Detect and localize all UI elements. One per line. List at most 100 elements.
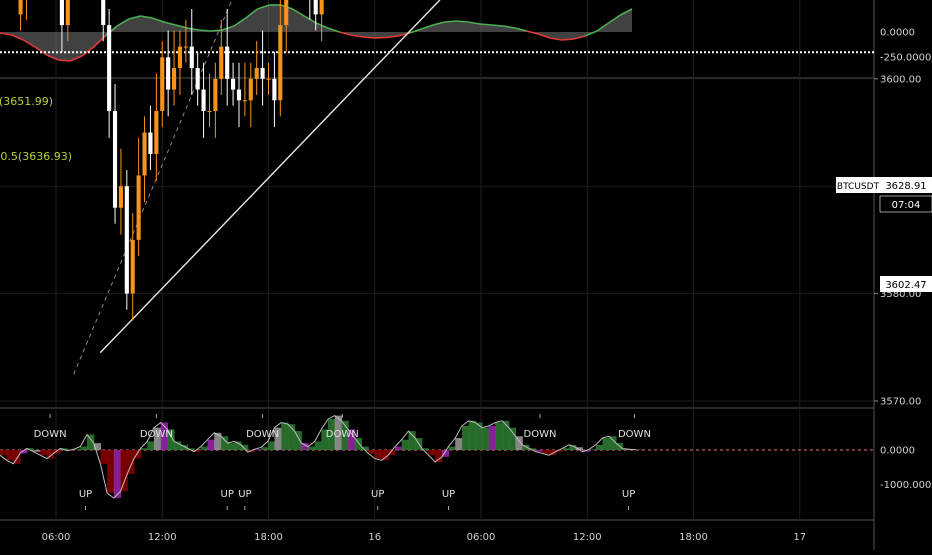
candle-body <box>160 57 164 111</box>
candle-body <box>137 175 141 239</box>
osc-bar <box>469 421 476 450</box>
candle-body <box>284 0 288 25</box>
fib-label-382: 0.382(3651.99) <box>0 95 53 108</box>
top-indicator-segment <box>480 24 492 25</box>
candle-body <box>113 111 117 208</box>
x-tick-label: 12:00 <box>148 532 177 543</box>
candle-body <box>125 186 129 293</box>
price-pane[interactable] <box>0 0 874 374</box>
signal-up-label: UP <box>238 489 251 500</box>
candle-body <box>202 90 206 111</box>
signal-down-label: DOWN <box>524 429 557 440</box>
candle-body <box>243 100 247 101</box>
candle-body <box>66 0 70 25</box>
candle-body <box>266 79 270 80</box>
osc-bar <box>74 449 81 450</box>
candle-body <box>196 68 200 89</box>
signal-up-label: UP <box>79 489 92 500</box>
top-y-tick-label: -250.0000 <box>880 53 931 64</box>
candle-body <box>213 79 217 111</box>
osc-bar <box>375 450 382 459</box>
top-indicator-segment <box>375 38 387 39</box>
candle-body <box>261 68 265 79</box>
x-tick-label: 18:00 <box>254 532 283 543</box>
osc-bar <box>147 441 154 450</box>
signal-down-label: DOWN <box>34 429 67 440</box>
x-tick-label: 17 <box>793 532 806 543</box>
osc-bar <box>455 438 462 450</box>
countdown-tag: 07:04 <box>892 200 921 211</box>
top-indicator-segment <box>363 37 375 38</box>
candle-body <box>107 25 111 111</box>
last-price-tag: 3628.91 <box>885 181 926 192</box>
y-tick-label: 3600.00 <box>880 74 921 85</box>
top-indicator-segment <box>59 60 71 61</box>
osc-bar <box>100 450 107 464</box>
osc-bar <box>402 440 409 450</box>
osc-bar <box>482 428 489 450</box>
osc-bar <box>596 445 603 450</box>
top-indicator-segment <box>562 39 574 40</box>
osc-bar <box>121 450 128 491</box>
dotted-level-tag: 3602.47 <box>885 280 926 291</box>
top-y-tick-label: 0.0000 <box>880 28 915 39</box>
x-tick-label: 06:00 <box>42 532 71 543</box>
candle-body <box>148 133 152 154</box>
osc-bar <box>475 423 482 451</box>
signal-down-label: DOWN <box>326 429 359 440</box>
candle-body <box>178 47 182 68</box>
signal-up-label: UP <box>221 489 234 500</box>
candle-body <box>19 0 23 14</box>
osc-bar <box>603 438 610 450</box>
candle-body <box>60 0 64 25</box>
signal-down-label: DOWN <box>140 429 173 440</box>
osc-bar <box>509 428 516 450</box>
candle-body <box>320 0 324 14</box>
signal-up-label: UP <box>622 489 635 500</box>
osc-line <box>0 416 636 499</box>
osc-bar <box>208 440 215 450</box>
osc-bar <box>428 450 435 455</box>
candle-body <box>131 240 135 294</box>
candle-body <box>101 0 105 25</box>
y-tick-label: 3570.00 <box>880 397 921 408</box>
candle-body <box>172 68 176 89</box>
osc-bar <box>281 423 288 451</box>
top-indicator-segment <box>445 21 457 22</box>
osc-y-tick-label: 0.0000 <box>880 446 915 457</box>
candle-body <box>207 111 211 112</box>
signal-up-label: UP <box>371 489 384 500</box>
osc-bar <box>589 449 596 450</box>
osc-bar <box>261 447 268 450</box>
candle-body <box>154 111 158 154</box>
signal-up-label: UP <box>442 489 455 500</box>
fib-label-05: 0.5(3636.93) <box>0 150 72 163</box>
osc-bar <box>315 441 322 450</box>
signal-down-label: DOWN <box>618 429 651 440</box>
osc-bar <box>462 426 469 450</box>
candle-body <box>219 47 223 79</box>
signal-down-label: DOWN <box>246 429 279 440</box>
candle-body <box>119 186 123 207</box>
osc-bar <box>33 450 40 452</box>
top-indicator-segment <box>456 21 468 22</box>
x-tick-label: 18:00 <box>679 532 708 543</box>
top-indicator-segment <box>492 25 504 26</box>
symbol-tag: BTCUSDT <box>837 182 880 192</box>
osc-bar <box>495 423 502 451</box>
candle-body <box>225 47 229 79</box>
osc-bar <box>80 447 87 450</box>
osc-bar <box>368 450 375 453</box>
candle-body <box>237 90 241 101</box>
osc-bar <box>408 431 415 450</box>
osc-bar <box>395 447 402 450</box>
osc-bar <box>228 443 235 450</box>
osc-bar <box>40 450 47 455</box>
candle-body <box>249 79 253 100</box>
dashed-channel-line <box>74 0 458 374</box>
candle-body <box>231 79 235 90</box>
osc-bar <box>7 450 14 460</box>
osc-bar <box>107 450 114 493</box>
